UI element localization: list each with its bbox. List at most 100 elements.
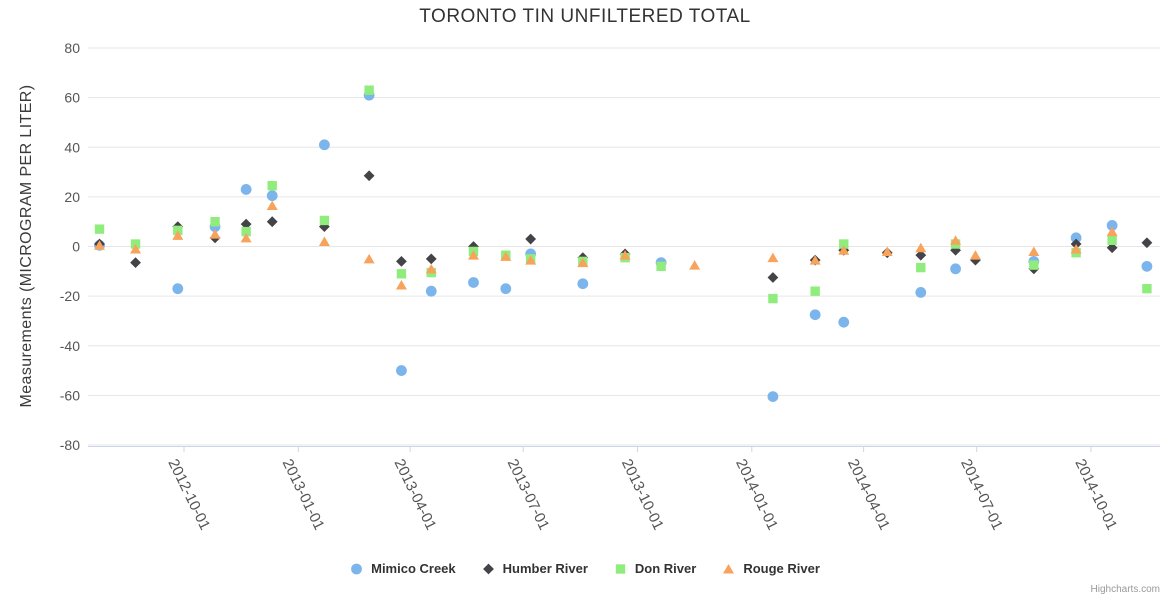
data-point-rouge-river[interactable] <box>172 230 184 240</box>
legend-item-humber-river[interactable]: Humber River <box>482 561 588 576</box>
data-point-don-river[interactable] <box>768 293 778 304</box>
legend-item-mimico-creek[interactable]: Mimico Creek <box>350 561 456 576</box>
legend: Mimico Creek Humber River Don River Rouge R… <box>0 561 1170 576</box>
data-point-rouge-river[interactable] <box>1028 246 1040 256</box>
data-point-don-river[interactable] <box>396 269 407 279</box>
data-point-humber-river[interactable] <box>240 218 252 230</box>
square-marker-icon <box>615 564 626 574</box>
data-point-rouge-river[interactable] <box>1106 226 1118 237</box>
data-point-mimico-creek[interactable] <box>468 277 479 288</box>
series-mimico-creek <box>94 89 1153 403</box>
legend-label: Humber River <box>502 561 588 576</box>
data-point-rouge-river[interactable] <box>318 236 330 247</box>
data-point-mimico-creek[interactable] <box>950 263 961 275</box>
data-point-humber-river[interactable] <box>525 233 537 245</box>
data-point-don-river[interactable] <box>1029 260 1039 270</box>
data-point-mimico-creek[interactable] <box>767 391 779 403</box>
data-point-humber-river[interactable] <box>767 272 779 283</box>
series-humber-river <box>94 170 1153 283</box>
data-point-rouge-river[interactable] <box>425 263 437 274</box>
data-point-rouge-river[interactable] <box>838 245 850 255</box>
data-point-mimico-creek[interactable] <box>1070 232 1082 244</box>
data-point-rouge-river[interactable] <box>1070 243 1082 254</box>
data-point-rouge-river[interactable] <box>240 232 252 243</box>
data-point-mimico-creek[interactable] <box>240 184 252 195</box>
data-point-humber-river[interactable] <box>130 257 141 269</box>
x-axis-label: 2012-10-01 <box>164 456 213 532</box>
y-axis-label: 60 <box>64 90 80 106</box>
data-point-rouge-river[interactable] <box>950 235 962 245</box>
data-point-rouge-river[interactable] <box>525 255 537 265</box>
data-point-rouge-river[interactable] <box>915 242 927 253</box>
data-point-don-river[interactable] <box>267 181 277 191</box>
data-point-humber-river[interactable] <box>425 253 437 265</box>
data-point-mimico-creek[interactable] <box>396 365 407 376</box>
data-point-rouge-river[interactable] <box>577 257 589 268</box>
y-axis-title: Measurements (MICROGRAM PER LITER) <box>18 84 35 408</box>
x-axis-label: 2014-10-01 <box>1071 456 1120 532</box>
chart-title: TORONTO TIN UNFILTERED TOTAL <box>419 6 751 27</box>
data-point-mimico-creek[interactable] <box>1106 220 1118 231</box>
data-point-don-river[interactable] <box>839 239 849 249</box>
y-axis-label: 80 <box>64 40 80 56</box>
data-point-humber-river[interactable] <box>950 244 961 256</box>
x-axis-label: 2014-04-01 <box>844 456 893 532</box>
data-point-mimico-creek[interactable] <box>915 287 927 298</box>
data-point-don-river[interactable] <box>241 226 251 237</box>
data-point-mimico-creek[interactable] <box>266 190 278 202</box>
data-point-humber-river[interactable] <box>915 249 927 261</box>
data-point-humber-river[interactable] <box>1141 237 1153 249</box>
x-axis-label: 2013-07-01 <box>504 456 553 532</box>
data-point-humber-river[interactable] <box>363 170 375 182</box>
data-point-don-river[interactable] <box>1107 235 1117 245</box>
data-point-mimico-creek[interactable] <box>1141 260 1153 272</box>
highcharts-credit-link[interactable]: Highcharts.com <box>1090 584 1160 595</box>
x-axis-label: 2014-07-01 <box>957 456 1006 532</box>
data-point-mimico-creek[interactable] <box>809 309 821 321</box>
legend-item-don-river[interactable]: Don River <box>614 561 696 576</box>
diamond-marker-icon <box>482 563 494 575</box>
data-point-don-river[interactable] <box>94 224 105 234</box>
data-point-mimico-creek[interactable] <box>577 278 589 290</box>
y-axis-label: -20 <box>60 288 80 304</box>
data-point-humber-river[interactable] <box>396 255 407 267</box>
data-point-rouge-river[interactable] <box>767 252 779 263</box>
data-point-mimico-creek[interactable] <box>318 139 330 151</box>
data-point-rouge-river[interactable] <box>809 255 821 265</box>
data-point-rouge-river[interactable] <box>266 200 278 211</box>
series-rouge-river <box>94 200 1118 290</box>
data-point-mimico-creek[interactable] <box>172 283 184 295</box>
legend-item-rouge-river[interactable]: Rouge River <box>722 561 820 576</box>
data-point-don-river[interactable] <box>1142 283 1152 294</box>
data-point-rouge-river[interactable] <box>395 279 407 290</box>
data-point-rouge-river[interactable] <box>881 246 893 256</box>
data-point-rouge-river[interactable] <box>130 243 142 254</box>
legend-label: Mimico Creek <box>371 561 456 576</box>
data-point-rouge-river[interactable] <box>363 253 375 264</box>
y-axis-label: -40 <box>60 338 80 354</box>
data-point-rouge-river[interactable] <box>467 250 479 260</box>
data-point-humber-river[interactable] <box>970 254 981 266</box>
data-point-don-river[interactable] <box>364 85 374 95</box>
data-point-humber-river[interactable] <box>266 216 278 228</box>
data-point-don-river[interactable] <box>210 216 220 227</box>
legend-label: Rouge River <box>743 561 820 576</box>
data-point-rouge-river[interactable] <box>969 250 981 260</box>
data-point-don-river[interactable] <box>810 286 820 296</box>
data-point-rouge-river[interactable] <box>94 240 106 250</box>
data-point-rouge-river[interactable] <box>209 229 221 239</box>
data-point-mimico-creek[interactable] <box>500 283 512 295</box>
data-point-humber-river[interactable] <box>1106 242 1118 254</box>
data-point-mimico-creek[interactable] <box>425 285 437 297</box>
data-point-mimico-creek[interactable] <box>838 316 850 328</box>
data-point-rouge-river[interactable] <box>689 260 701 270</box>
circle-marker-icon <box>351 563 363 575</box>
y-axis-label: 40 <box>64 139 80 155</box>
data-point-don-river[interactable] <box>916 262 926 273</box>
data-point-don-river[interactable] <box>319 215 330 226</box>
data-point-don-river[interactable] <box>656 261 666 272</box>
data-point-rouge-river[interactable] <box>500 251 512 261</box>
data-point-rouge-river[interactable] <box>619 250 631 260</box>
